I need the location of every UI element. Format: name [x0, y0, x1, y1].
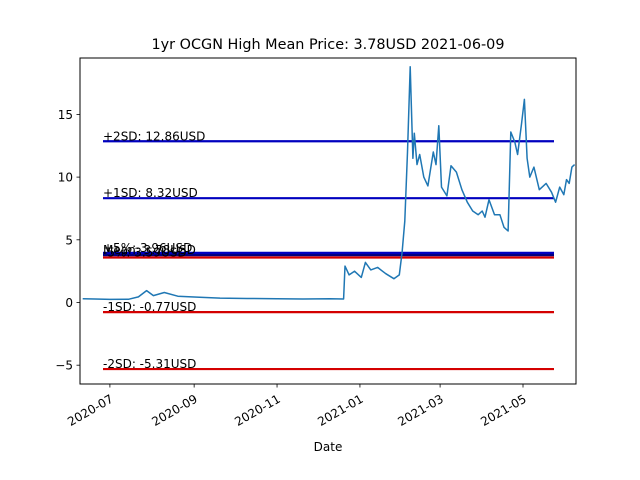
- x-tick-label: 2021-01: [315, 392, 365, 429]
- y-axis: −5 0 5 10 15: [55, 108, 80, 373]
- y-tick-label: 5: [65, 233, 73, 247]
- reference-line-label: -5%: 3.59USD: [103, 245, 187, 259]
- y-tick-label: 10: [58, 171, 73, 185]
- x-tick-label: 2021-05: [478, 392, 528, 429]
- x-tick-label: 2020-07: [65, 392, 115, 429]
- plot-frame: [79, 57, 577, 385]
- plot-area: [82, 66, 576, 371]
- x-tick-label: 2021-03: [395, 392, 445, 429]
- reference-line-label: +1SD: 8.32USD: [103, 186, 198, 200]
- x-axis-label: Date: [314, 440, 343, 454]
- y-tick-label: −5: [55, 359, 73, 373]
- y-tick-label: 0: [65, 296, 73, 310]
- price-line: [82, 66, 576, 301]
- reference-line-label: -1SD: -0.77USD: [103, 300, 196, 314]
- y-tick-label: 15: [58, 108, 73, 122]
- reference-line-label: Mean: 3.78USD: [103, 243, 196, 257]
- x-tick-label: 2020-09: [149, 392, 199, 429]
- chart-title: 1yr OCGN High Mean Price: 3.78USD 2021-0…: [152, 37, 505, 53]
- x-axis: 2020-07 2020-09 2020-11 2021-01 2021-03 2021-…: [65, 384, 529, 429]
- reference-line-label: +2SD: 12.86USD: [103, 129, 205, 143]
- reference-line-labels: +2SD: 12.86USD +1SD: 8.32USD +5%: 3.96USDM…: [103, 129, 205, 371]
- reference-line-label: -2SD: -5.31USD: [103, 357, 196, 371]
- x-tick-label: 2020-11: [232, 392, 282, 429]
- reference-line-label: +5%: 3.96USD: [103, 241, 192, 255]
